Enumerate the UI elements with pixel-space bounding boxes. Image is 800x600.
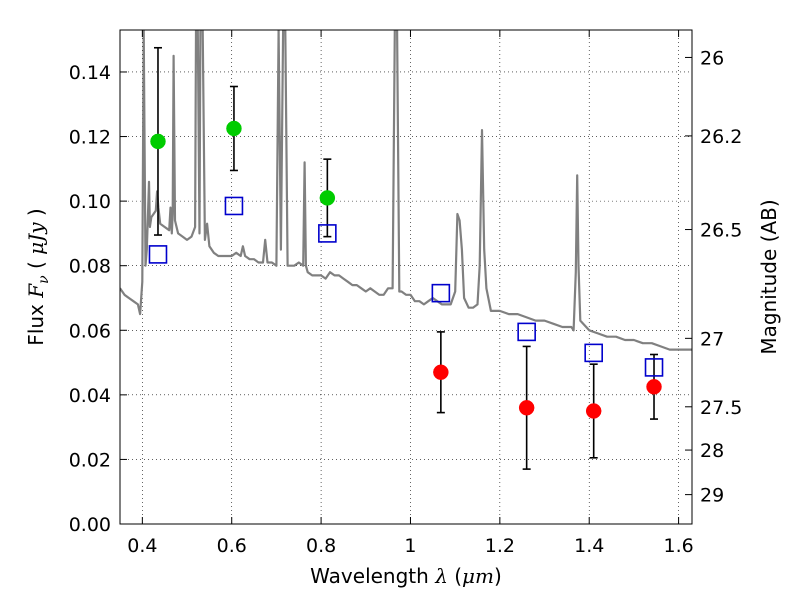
x-tick-label-5: 1.4: [574, 535, 604, 557]
y-tick-label-5: 0.10: [69, 191, 111, 213]
data-point-2-0: [433, 364, 449, 380]
y2-tick-label-5: 28: [700, 440, 724, 462]
spectrum-line: [120, 30, 692, 351]
data-point-2-1: [518, 400, 535, 416]
data-point-2-2: [585, 403, 602, 419]
x-tick-label-4: 1.2: [485, 535, 515, 557]
x-axis-title: Wavelength λ (μm): [310, 564, 502, 588]
spectrum-layer: [120, 30, 692, 351]
y2-tick-label-0: 26: [700, 47, 724, 69]
model-point-3: [431, 283, 451, 303]
x-tick-label-2: 0.8: [306, 535, 336, 557]
y-tick-label-2: 0.04: [69, 385, 111, 407]
tick-layer: 0.4 0.6 0.8 1 1.2 1.4 1.6 0.00 0.02 0.04 0.06 0.08 0…: [69, 30, 742, 557]
y2-tick-label-1: 26.2: [700, 126, 742, 148]
y-tick-label-6: 0.12: [69, 127, 111, 149]
model-point-5: [584, 343, 603, 363]
data-point-1-2: [319, 190, 336, 206]
y-tick-label-1: 0.02: [69, 449, 111, 471]
y2-tick-label-4: 27.5: [700, 397, 742, 419]
data-point-1-0: [150, 133, 166, 150]
y-tick-label-0: 0.00: [69, 514, 111, 536]
y-tick-label-7: 0.14: [69, 62, 111, 84]
model-point-2: [318, 224, 337, 243]
x-tick-label-3: 1: [404, 535, 416, 557]
model-point-0: [148, 245, 168, 264]
x-tick-label-6: 1.6: [663, 535, 693, 557]
y2-tick-label-2: 26.5: [700, 220, 742, 242]
y2-tick-label-3: 27: [700, 328, 724, 350]
y-axis-title: Flux Fν ( μJy ): [24, 208, 52, 345]
model-point-4: [517, 322, 536, 342]
y2-axis-title: Magnitude (AB): [757, 199, 781, 354]
y-tick-label-3: 0.06: [69, 320, 111, 342]
plot-frame: [119, 29, 693, 525]
y-tick-label-4: 0.08: [69, 256, 111, 278]
y2-tick-label-6: 29: [700, 485, 724, 507]
x-tick-label-1: 0.6: [217, 535, 247, 557]
data-point-2-3: [646, 379, 662, 395]
model-point-1: [224, 196, 244, 216]
data-point-1-1: [226, 120, 242, 137]
x-tick-label-0: 0.4: [127, 535, 157, 557]
model-point-6: [644, 358, 664, 377]
plot-background: [120, 30, 692, 524]
marker-layer: [148, 46, 664, 470]
